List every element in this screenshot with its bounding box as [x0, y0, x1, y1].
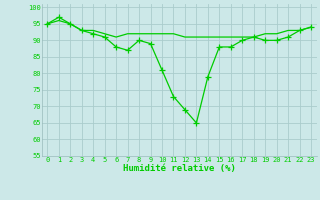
X-axis label: Humidité relative (%): Humidité relative (%) — [123, 164, 236, 173]
